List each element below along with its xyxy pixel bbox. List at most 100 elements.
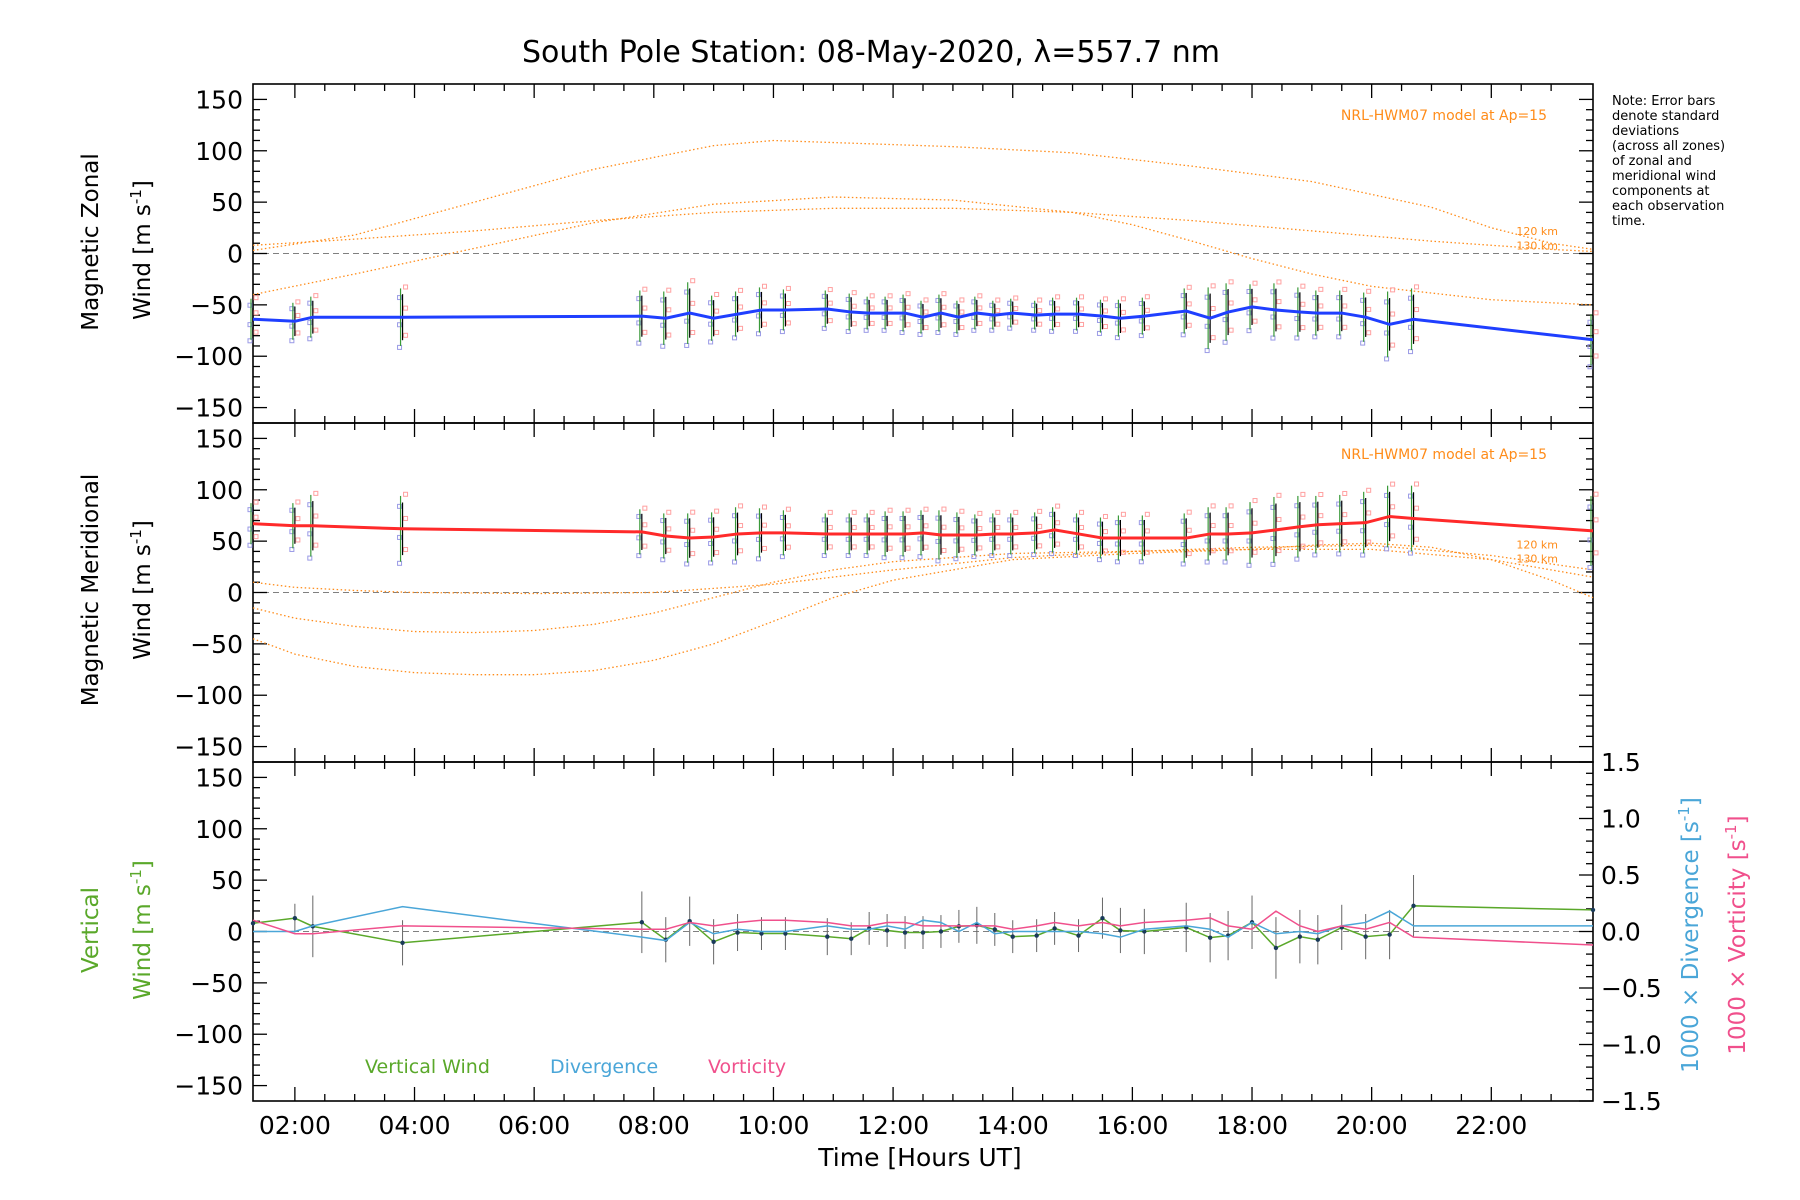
zone-sample: [1210, 503, 1216, 509]
note-line: (across all zones): [1612, 139, 1725, 154]
zone-sample: [887, 293, 893, 299]
zone-sample: [1414, 481, 1420, 487]
zone-sample: [863, 314, 869, 320]
vertical-point: [902, 930, 908, 935]
zone-sample: [1031, 535, 1037, 541]
zone-sample: [917, 331, 923, 337]
zone-sample: [1079, 306, 1085, 312]
vertical-point: [1363, 934, 1368, 939]
zone-sample: [1300, 491, 1306, 497]
zone-sample: [732, 513, 738, 519]
note-line: Note: Error bars: [1612, 94, 1716, 109]
panel-vertical: 150 100 50 0 −50 −100 −150 1.5 1.0 0.5 0.0 −0.5 −1.0…: [174, 748, 1661, 1140]
zone-sample: [1037, 297, 1043, 303]
zone-sample: [1276, 279, 1282, 285]
zone-sample: [1120, 309, 1126, 315]
zone-sample: [941, 291, 947, 297]
zone-sample: [289, 338, 295, 344]
zone-sample: [887, 320, 893, 326]
zone-sample: [1587, 537, 1593, 543]
zone-sample: [708, 339, 714, 345]
zone-sample: [1144, 307, 1150, 313]
zone-sample: [1384, 299, 1390, 305]
zone-sample: [863, 517, 869, 523]
y-tick-label: 150: [195, 763, 243, 792]
zone-sample: [977, 526, 983, 532]
zone-sample: [1294, 292, 1300, 298]
zone-sample: [1049, 328, 1055, 334]
zone-sample: [1318, 286, 1324, 292]
zone-sample: [1210, 306, 1216, 312]
zone-sample: [761, 321, 767, 327]
zone-sample: [708, 321, 714, 327]
zone-sample: [941, 548, 947, 554]
vertical-point: [783, 931, 788, 936]
y2-tick-label: 1.5: [1601, 748, 1641, 777]
zone-sample: [995, 321, 1001, 327]
zone-sample: [1007, 517, 1013, 523]
zone-sample: [1336, 551, 1342, 557]
zone-sample: [1276, 324, 1282, 330]
zone-sample: [1120, 296, 1126, 302]
panel-zonal: 150 100 50 0 −50 −100 −150 NRL-HWM07 model at A…: [174, 83, 1599, 424]
zone-sample: [1318, 540, 1324, 546]
y2-tick-label: 1.0: [1601, 805, 1641, 834]
zone-sample: [1114, 520, 1120, 526]
zone-sample: [761, 504, 767, 510]
y-tick-label: −100: [174, 681, 243, 710]
zone-sample: [827, 287, 833, 293]
zone-sample: [905, 507, 911, 513]
zone-sample: [289, 323, 295, 329]
vertical-point: [1052, 926, 1057, 931]
zone-sample: [403, 547, 409, 553]
y-tick-label: −100: [174, 342, 243, 371]
zone-sample: [307, 502, 313, 508]
zone-sample: [1007, 536, 1013, 542]
zone-sample: [1031, 316, 1037, 322]
zone-sample: [714, 291, 720, 297]
zone-sample: [636, 340, 642, 346]
x-tick-label: 16:00: [1096, 1111, 1168, 1140]
zone-sample: [636, 553, 642, 559]
zone-sample: [989, 302, 995, 308]
figure-title: South Pole Station: 08-May-2020, λ=557.7…: [522, 35, 1220, 70]
zone-sample: [1037, 321, 1043, 327]
zone-sample: [660, 297, 666, 303]
zone-sample: [289, 546, 295, 552]
zone-sample: [1414, 536, 1420, 542]
zone-sample: [1102, 529, 1108, 535]
zone-sample: [1384, 492, 1390, 498]
meridional-ylabel-line1: Magnetic Meridional: [78, 474, 104, 707]
zone-sample: [289, 529, 295, 535]
zone-sample: [714, 308, 720, 314]
model-alt-label: 130 km: [1516, 239, 1558, 252]
zone-sample: [1102, 296, 1108, 302]
zone-sample: [989, 517, 995, 523]
zone-sample: [1049, 511, 1055, 517]
zone-sample: [307, 531, 313, 537]
x-tick-label: 04:00: [378, 1111, 450, 1140]
zone-sample: [397, 560, 403, 566]
zone-sample: [761, 283, 767, 289]
zone-sample: [1007, 553, 1013, 559]
zone-sample: [1073, 536, 1079, 542]
y2-tick-label: −1.5: [1601, 1087, 1662, 1116]
zone-sample: [755, 536, 761, 542]
zone-sample: [779, 514, 785, 520]
zone-sample: [1138, 520, 1144, 526]
zone-sample: [1270, 289, 1276, 295]
zone-sample: [1360, 340, 1366, 346]
zone-sample: [989, 327, 995, 333]
zone-sample: [953, 319, 959, 325]
x-tick-label: 14:00: [977, 1111, 1049, 1140]
zone-sample: [1312, 295, 1318, 301]
x-tick-label: 22:00: [1455, 1111, 1527, 1140]
zone-sample: [923, 544, 929, 550]
zone-sample: [1342, 539, 1348, 545]
zone-sample: [1360, 321, 1366, 327]
divergence-y2label: 1000 × Divergence [s-1]: [1675, 797, 1704, 1073]
zone-sample: [1342, 512, 1348, 518]
x-tick-label: 06:00: [498, 1111, 570, 1140]
zone-sample: [1186, 527, 1192, 533]
zone-sample: [1186, 322, 1192, 328]
